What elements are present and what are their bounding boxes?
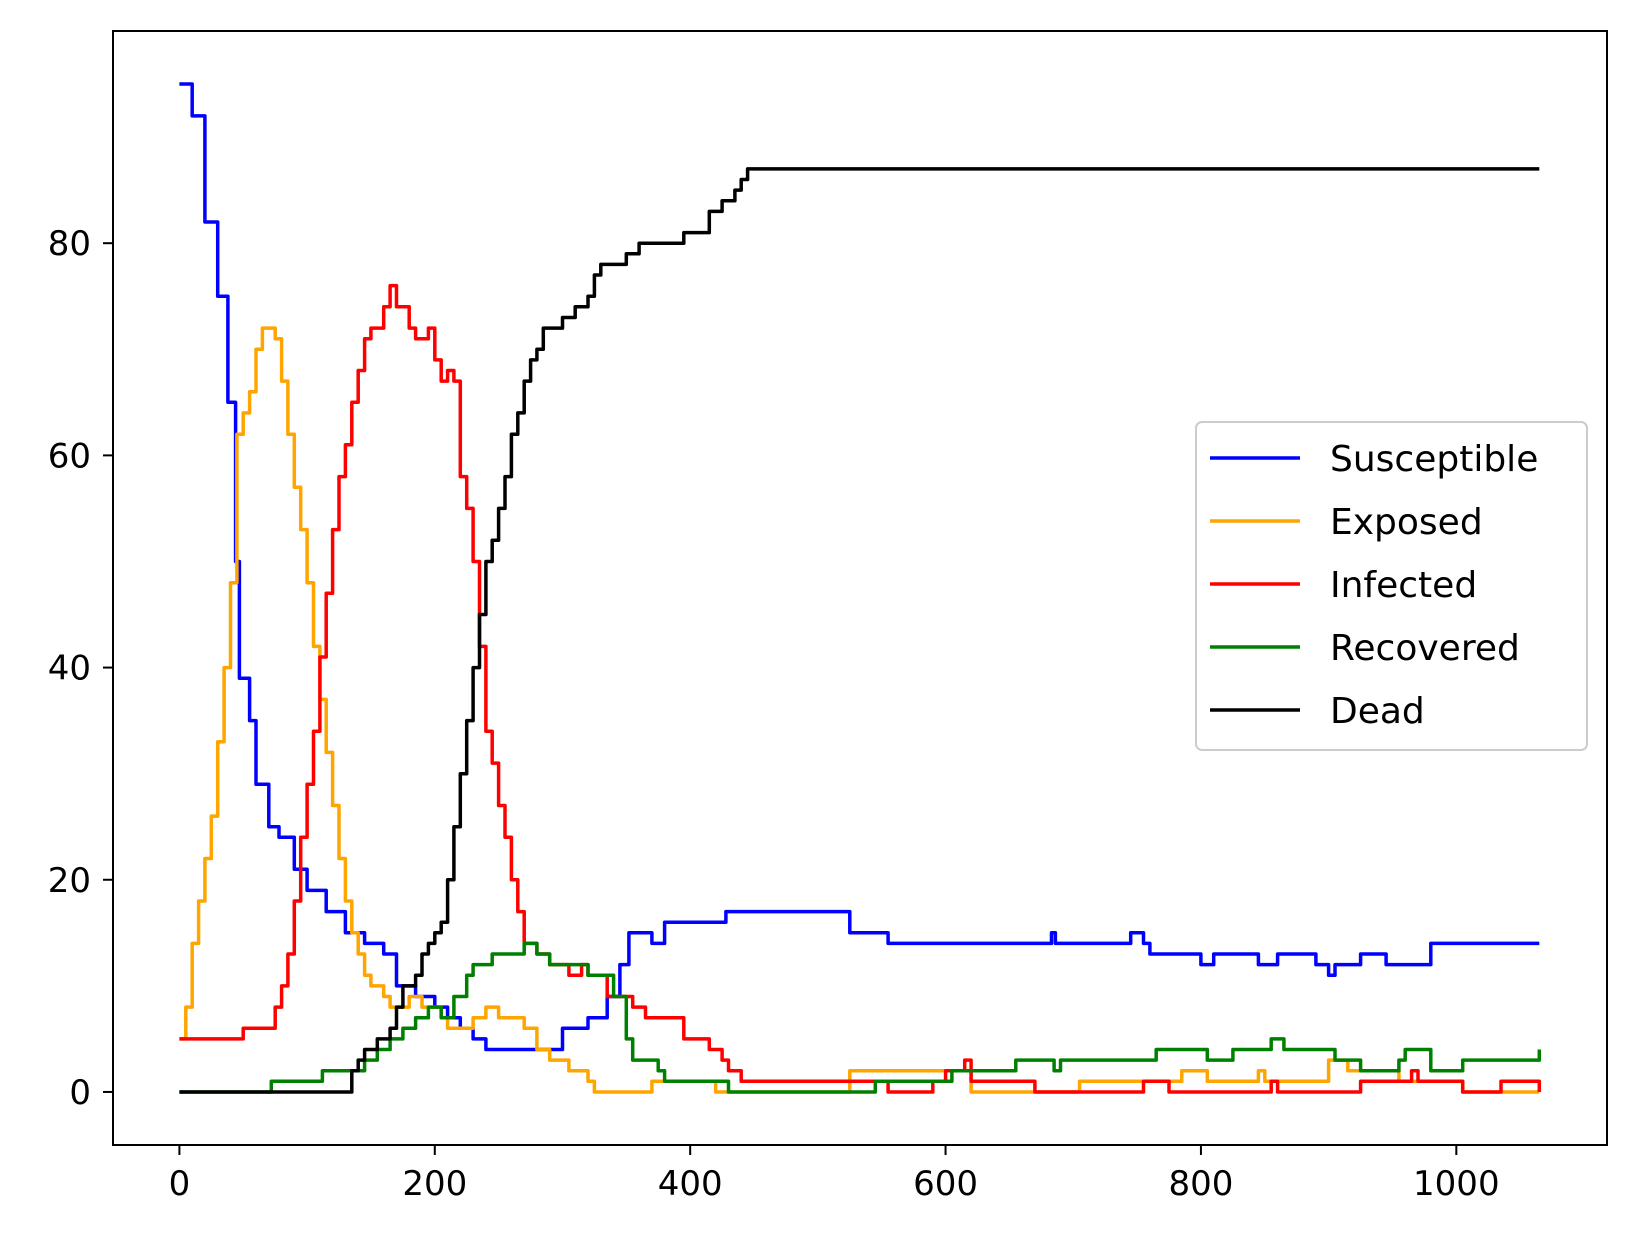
x-axis: 0 200 400 600 800 1000	[169, 1145, 1500, 1204]
y-axis: 0 20 40 60 80	[48, 224, 113, 1113]
legend-label-dead: Dead	[1330, 691, 1425, 732]
y-tick-label: 60	[48, 436, 91, 476]
x-tick-label: 200	[402, 1164, 467, 1204]
x-tick-label: 800	[1168, 1164, 1233, 1204]
plot-frame	[112, 30, 1608, 1146]
series-line-exposed	[179, 326, 1540, 1094]
legend-label-exposed: Exposed	[1330, 502, 1483, 543]
legend-label-infected: Infected	[1330, 565, 1477, 606]
y-tick-label: 40	[48, 649, 91, 689]
x-tick-label: 1000	[1413, 1164, 1500, 1204]
x-tick-label: 400	[658, 1164, 723, 1204]
y-tick-label: 0	[69, 1073, 91, 1113]
series-lines	[179, 82, 1542, 1094]
legend-label-recovered: Recovered	[1330, 628, 1520, 669]
series-line-infected	[179, 283, 1542, 1094]
legend-label-susceptible: Susceptible	[1330, 439, 1538, 480]
x-tick-label: 0	[169, 1164, 191, 1204]
x-tick-label: 600	[913, 1164, 978, 1204]
series-line-recovered	[179, 941, 1542, 1094]
legend-box	[1195, 421, 1588, 751]
y-tick-label: 20	[48, 861, 91, 901]
y-tick-label: 80	[48, 224, 91, 264]
legend: Susceptible Exposed Infected Recovered Dead	[1195, 421, 1588, 751]
series-line-dead	[179, 167, 1540, 1094]
